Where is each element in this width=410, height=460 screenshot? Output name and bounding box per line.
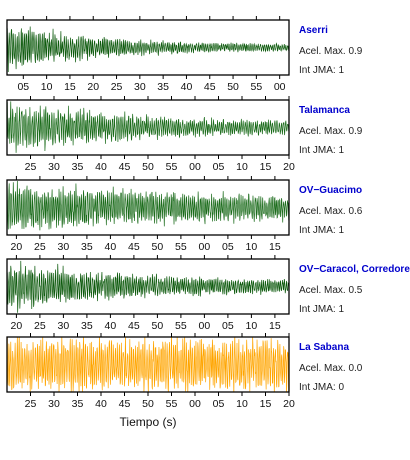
x-tick-label: 00: [199, 320, 211, 332]
x-tick-label: 35: [81, 320, 93, 332]
x-tick-label: 50: [152, 320, 164, 332]
x-tick-label: 10: [236, 161, 248, 173]
x-tick-label: 25: [25, 161, 37, 173]
acel-max-label: Acel. Max. 0.5: [299, 285, 363, 296]
x-tick-label: 40: [181, 81, 193, 93]
x-tick-label: 10: [236, 398, 248, 410]
x-tick-label: 00: [274, 81, 286, 93]
x-tick-label: 25: [34, 241, 46, 253]
panel-frame: [6, 19, 290, 76]
seismogram-panel: 25 30 35 40 45 50 55 00 05 10 15 20 Talamanca Acel. M…: [6, 96, 363, 173]
int-jma-label: Int JMA: 1: [299, 304, 344, 315]
waveform-trace: [7, 337, 289, 392]
int-jma-label: Int JMA: 1: [299, 225, 344, 236]
x-tick-label: 15: [260, 161, 272, 173]
x-tick-label: 40: [95, 161, 107, 173]
x-tick-label: 05: [213, 161, 225, 173]
x-tick-label: 45: [204, 81, 216, 93]
x-tick-label: 00: [189, 398, 201, 410]
acel-max-label: Acel. Max. 0.0: [299, 363, 363, 374]
station-name: OV−Caracol, Corredore: [299, 264, 410, 275]
station-name: Aserri: [299, 25, 328, 36]
x-tick-label: 55: [251, 81, 263, 93]
x-tick-label: 20: [87, 81, 99, 93]
x-tick-label: 20: [11, 241, 23, 253]
x-tick-label: 35: [72, 161, 84, 173]
seismogram-panel: 25 30 35 40 45 50 55 00 05 10 15 20 La Sabana Acel. M…: [6, 333, 363, 410]
x-tick-label: 15: [269, 241, 281, 253]
panel-frame: [6, 258, 290, 315]
x-tick-label: 55: [166, 161, 178, 173]
waveform-trace: [7, 180, 289, 231]
seismogram-panel: 20 25 30 35 40 45 50 55 00 05 10 15 OV−Caracol, Corr…: [6, 255, 410, 332]
acel-max-label: Acel. Max. 0.6: [299, 206, 363, 217]
x-tick-label: 50: [142, 398, 154, 410]
x-axis-title: Tiempo (s): [120, 415, 177, 429]
x-tick-label: 30: [58, 320, 70, 332]
x-tick-label: 25: [25, 398, 37, 410]
x-tick-label: 50: [152, 241, 164, 253]
x-tick-label: 35: [81, 241, 93, 253]
x-tick-label: 10: [246, 241, 258, 253]
x-tick-label: 15: [64, 81, 76, 93]
int-jma-label: Int JMA: 1: [299, 145, 344, 156]
x-tick-label: 55: [175, 320, 187, 332]
x-tick-label: 15: [269, 320, 281, 332]
x-tick-label: 30: [48, 398, 60, 410]
x-tick-label: 10: [246, 320, 258, 332]
x-tick-label: 35: [157, 81, 169, 93]
x-tick-label: 05: [17, 81, 29, 93]
x-tick-label: 25: [111, 81, 123, 93]
station-name: OV−Guacimo: [299, 185, 362, 196]
x-tick-label: 45: [119, 161, 131, 173]
station-name: La Sabana: [299, 342, 349, 353]
x-tick-label: 50: [227, 81, 239, 93]
acel-max-label: Acel. Max. 0.9: [299, 126, 363, 137]
station-name: Talamanca: [299, 105, 350, 116]
x-tick-label: 20: [11, 320, 23, 332]
x-tick-label: 45: [128, 320, 140, 332]
x-tick-label: 30: [48, 161, 60, 173]
acel-max-label: Acel. Max. 0.9: [299, 46, 363, 57]
x-tick-label: 30: [134, 81, 146, 93]
x-tick-label: 45: [128, 241, 140, 253]
panel-frame: [6, 179, 290, 236]
x-tick-label: 30: [58, 241, 70, 253]
x-tick-label: 05: [222, 320, 234, 332]
waveform-trace: [7, 260, 289, 313]
x-tick-label: 55: [175, 241, 187, 253]
x-tick-label: 40: [95, 398, 107, 410]
x-tick-label: 20: [283, 161, 295, 173]
x-tick-label: 10: [41, 81, 53, 93]
int-jma-label: Int JMA: 0: [299, 382, 344, 393]
x-tick-label: 00: [199, 241, 211, 253]
x-tick-label: 45: [119, 398, 131, 410]
x-tick-label: 40: [105, 241, 117, 253]
x-tick-label: 00: [189, 161, 201, 173]
x-tick-label: 50: [142, 161, 154, 173]
int-jma-label: Int JMA: 1: [299, 65, 344, 76]
x-tick-label: 05: [213, 398, 225, 410]
x-tick-label: 20: [283, 398, 295, 410]
waveform-trace: [7, 26, 289, 73]
x-tick-label: 55: [166, 398, 178, 410]
seismogram-panel: 05 10 15 20 25 30 35 40 45 50 55 00 Aserri Acel. Max.…: [6, 16, 363, 93]
x-tick-label: 25: [34, 320, 46, 332]
x-tick-label: 35: [72, 398, 84, 410]
waveform-trace: [7, 101, 289, 153]
seismogram-panel: 20 25 30 35 40 45 50 55 00 05 10 15 OV−Guacimo Acel. …: [6, 176, 363, 253]
x-tick-label: 15: [260, 398, 272, 410]
x-tick-label: 40: [105, 320, 117, 332]
x-tick-label: 05: [222, 241, 234, 253]
